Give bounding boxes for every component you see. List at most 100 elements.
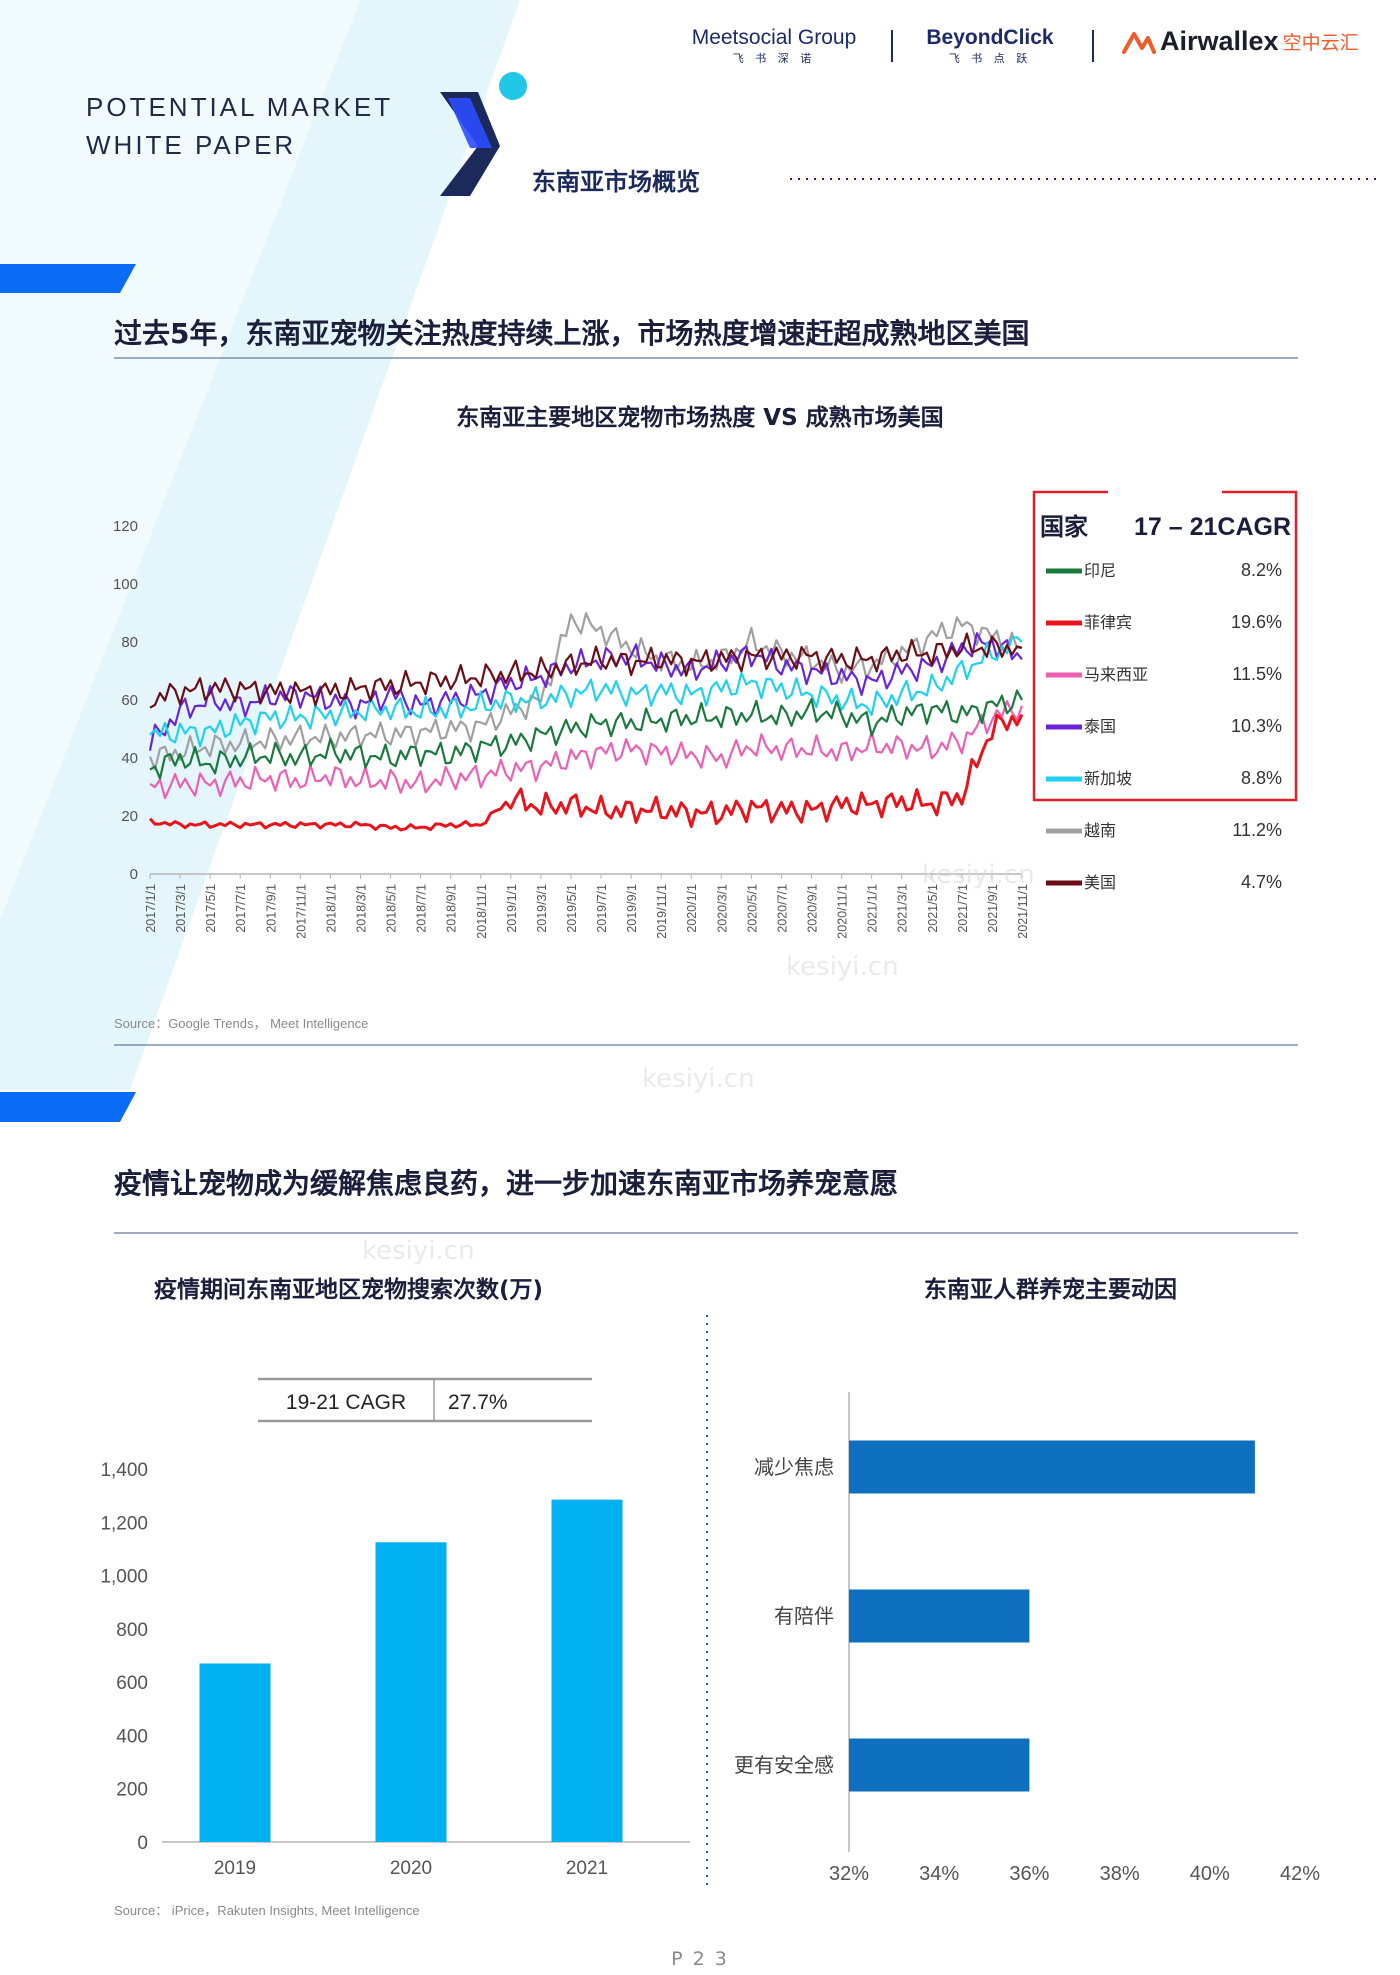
- legend-cagr-2: 19.6%: [1231, 612, 1282, 632]
- brand-airwallex: Airwallex 空中云汇: [1120, 26, 1359, 57]
- y-tick-label: 40: [121, 750, 138, 767]
- y-tick-label: 800: [116, 1620, 148, 1641]
- y-tick-label: 100: [113, 576, 138, 593]
- legend-label-7: 美国: [1084, 874, 1116, 892]
- y-tick-label: 80: [121, 634, 138, 651]
- x-tick-label: 2021/7/1: [956, 884, 970, 933]
- hbar-chart-title: 东南亚人群养宠主要动因: [924, 1277, 1177, 1303]
- bar-2020: [375, 1542, 447, 1842]
- x-tick-label: 2021/5/1: [926, 884, 940, 933]
- x-tick-label: 2021/9/1: [986, 884, 1000, 933]
- hbar-1: [849, 1440, 1255, 1494]
- brand-beyondclick: BeyondClick 飞 书 点 跃: [922, 26, 1058, 66]
- legend-label-4: 泰国: [1084, 718, 1116, 736]
- legend-box-gap: [1108, 484, 1222, 498]
- page-number: P 2 3: [671, 1948, 729, 1970]
- series-line-2: [148, 713, 1024, 832]
- y-tick-label: 120: [113, 518, 138, 535]
- x-tick-label: 2018/7/1: [415, 884, 429, 933]
- x-tick-label: 2020/7/1: [775, 884, 789, 933]
- x-tick-label: 2020/1/1: [685, 884, 699, 933]
- bar-chart-source: Source： iPrice，Rakuten Insights, Meet In…: [114, 1903, 420, 1918]
- x-tick-label: 32%: [829, 1863, 869, 1885]
- annotation-value: 27.7%: [448, 1391, 508, 1414]
- legend-label-5: 新加坡: [1084, 770, 1132, 788]
- x-tick-label: 2017/3/1: [174, 884, 188, 933]
- x-tick-label: 2019/11/1: [655, 884, 669, 939]
- y-tick-label: 更有安全感: [734, 1754, 834, 1777]
- y-tick-label: 200: [116, 1780, 148, 1801]
- x-tick-label: 2019/9/1: [625, 884, 639, 933]
- paper-line-1: POTENTIAL MARKET: [86, 92, 394, 122]
- y-tick-label: 60: [121, 692, 138, 709]
- legend-cagr-6: 11.2%: [1232, 820, 1282, 840]
- watermark-4: kesiyi.cn: [362, 1236, 475, 1266]
- legend-label-6: 越南: [1084, 822, 1116, 840]
- x-tick-label: 2019/7/1: [595, 884, 609, 933]
- x-tick-label: 2018/5/1: [385, 884, 399, 933]
- x-tick-label: 38%: [1100, 1863, 1140, 1885]
- x-tick-label: 2020/5/1: [745, 884, 759, 933]
- x-tick-label: 2019/5/1: [565, 884, 579, 933]
- hbar-2: [849, 1589, 1030, 1643]
- series-line-7: [149, 632, 1023, 709]
- legend-cagr-3: 11.5%: [1232, 664, 1282, 684]
- line-chart-title: 东南亚主要地区宠物市场热度 VS 成熟市场美国: [456, 405, 944, 431]
- white-paper-label: POTENTIAL MARKET WHITE PAPER: [86, 88, 393, 164]
- x-tick-label: 2020/9/1: [806, 884, 820, 933]
- x-tick-label: 34%: [919, 1863, 959, 1885]
- x-tick-label: 2021/3/1: [896, 884, 910, 933]
- x-tick-label: 2018/3/1: [354, 884, 368, 933]
- y-tick-label: 1,400: [100, 1460, 148, 1481]
- y-tick-label: 600: [116, 1673, 148, 1694]
- legend-label-2: 菲律宾: [1084, 614, 1132, 632]
- x-tick-label: 2017/1/1: [144, 884, 158, 933]
- legend-cagr-7: 4.7%: [1241, 872, 1282, 892]
- x-tick-label: 2017/9/1: [264, 884, 278, 933]
- x-tick-label: 2019/1/1: [505, 884, 519, 933]
- series-line-4: [148, 632, 1023, 751]
- brand-airwallex-cn: 空中云汇: [1282, 32, 1359, 54]
- series-line-1: [149, 689, 1023, 780]
- legend-cagr-5: 8.8%: [1241, 768, 1282, 788]
- x-tick-label: 2017/5/1: [204, 884, 218, 933]
- brand-meetsocial: Meetsocial Group 飞 书 深 诺: [684, 26, 864, 66]
- hbar-3: [849, 1738, 1030, 1792]
- x-tick-label: 2018/1/1: [324, 884, 338, 933]
- series-line-3: [149, 700, 1024, 800]
- section1-title: 过去5年，东南亚宠物关注热度持续上涨，市场热度增速赶超成熟地区美国: [114, 317, 1030, 350]
- x-tick-label: 2018/11/1: [475, 884, 489, 939]
- watermark-2: kesiyi.cn: [786, 952, 899, 982]
- x-tick-label: 2021/11/1: [1016, 884, 1030, 939]
- watermark-1: kesiyi.cn: [922, 860, 1035, 890]
- x-tick-label: 2021/1/1: [866, 884, 880, 933]
- brand-beyondclick-sub: 飞 书 点 跃: [948, 52, 1032, 65]
- y-tick-label: 20: [121, 808, 138, 825]
- airwallex-logo-icon: [1122, 31, 1156, 54]
- x-tick-label: 2017/7/1: [234, 884, 248, 933]
- legend-cagr-1: 8.2%: [1241, 560, 1282, 580]
- watermark-3: kesiyi.cn: [642, 1064, 755, 1094]
- series-line-5: [149, 636, 1023, 748]
- x-tick-label: 2020/11/1: [836, 884, 850, 939]
- x-tick-label: 42%: [1280, 1863, 1320, 1885]
- x-tick-label: 2017/11/1: [294, 884, 308, 939]
- legend-cagr-4: 10.3%: [1231, 716, 1282, 736]
- logo-divider-2: [1092, 30, 1094, 62]
- legend-header-cagr: 17 – 21CAGR: [1134, 513, 1291, 541]
- legend-label-3: 马来西亚: [1084, 666, 1148, 684]
- brand-airwallex-name: Airwallex: [1160, 26, 1279, 56]
- y-tick-label: 400: [116, 1726, 148, 1747]
- y-tick-label: 0: [130, 866, 138, 883]
- x-tick-label: 2020/3/1: [715, 884, 729, 933]
- x-tick-label: 2021: [566, 1858, 608, 1879]
- section-label: 东南亚市场概览: [532, 168, 700, 196]
- annotation-label: 19-21 CAGR: [286, 1391, 406, 1414]
- brand-meetsocial-name: Meetsocial Group: [691, 26, 857, 49]
- x-tick-label: 2020: [390, 1858, 432, 1879]
- bar-chart-title: 疫情期间东南亚地区宠物搜索次数(万): [154, 1277, 544, 1303]
